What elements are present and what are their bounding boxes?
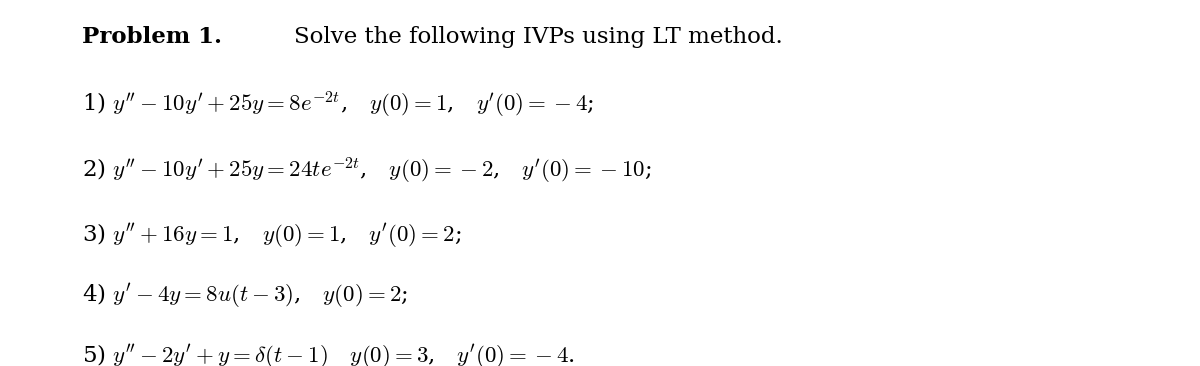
Text: 5) $y'' - 2y' + y = \delta(t - 1)$   $y(0) = 3$,   $y'(0) = -4$.: 5) $y'' - 2y' + y = \delta(t - 1)$ $y(0)… <box>82 342 575 366</box>
Text: 4) $y' - 4y = 8u(t - 3)$,   $y(0) = 2$;: 4) $y' - 4y = 8u(t - 3)$, $y(0) = 2$; <box>82 282 408 310</box>
Text: Problem 1.: Problem 1. <box>82 26 222 48</box>
Text: 3) $y'' + 16y = 1$,   $y(0) = 1$,   $y'(0) = 2$;: 3) $y'' + 16y = 1$, $y(0) = 1$, $y'(0) =… <box>82 221 461 250</box>
Text: Solve the following IVPs using LT method.: Solve the following IVPs using LT method… <box>294 26 782 48</box>
Text: 2) $y'' - 10y' + 25y = 24te^{-2t}$,   $y(0) = -2$,   $y'(0) = -10$;: 2) $y'' - 10y' + 25y = 24te^{-2t}$, $y(0… <box>82 156 650 186</box>
Text: 1) $y'' - 10y' + 25y = 8e^{-2t}$,   $y(0) = 1$,   $y'(0) = -4$;: 1) $y'' - 10y' + 25y = 8e^{-2t}$, $y(0) … <box>82 90 594 120</box>
